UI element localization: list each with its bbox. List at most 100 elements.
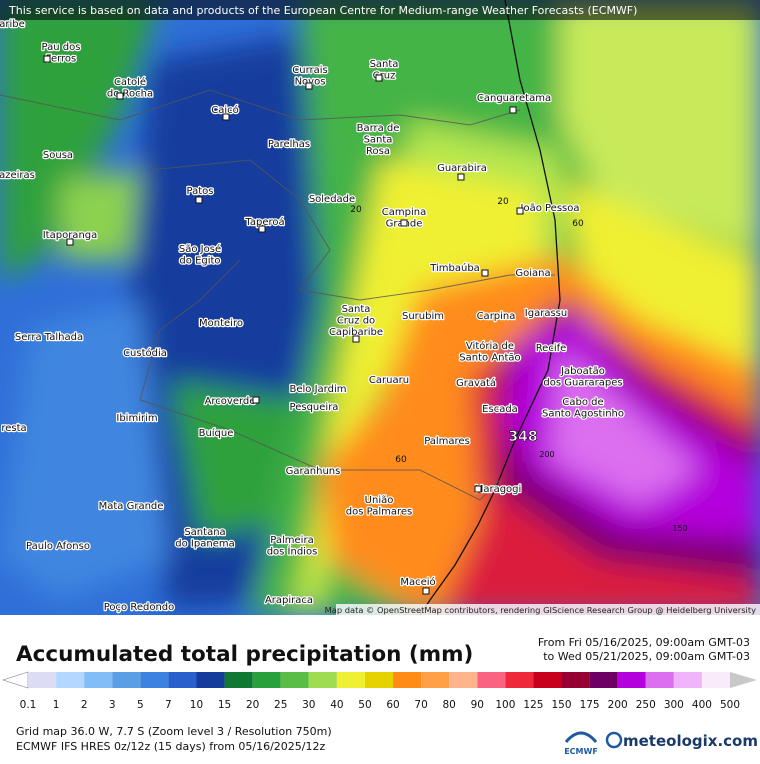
footer-line: Grid map 36.0 W, 7.7 S (Zoom level 3 / R… — [16, 725, 332, 738]
colorbar-arrow-left — [2, 671, 29, 689]
place-label: João Pessoa — [520, 203, 580, 214]
place-label: Ibimirim — [116, 413, 157, 424]
colorbar-box — [56, 672, 85, 688]
contour-label: 60 — [572, 219, 584, 229]
colorbar-label: 250 — [636, 699, 656, 711]
place-label: Mata Grande — [99, 501, 164, 512]
place-label: Serra Talhada — [15, 332, 83, 343]
place-label: Jaboatão — [560, 366, 605, 377]
colorbar-box — [308, 672, 337, 688]
colorbar-box — [589, 672, 618, 688]
place-marker — [481, 269, 489, 277]
colorbar-box — [224, 672, 253, 688]
place-marker — [305, 82, 313, 90]
colorbar-box — [280, 672, 309, 688]
place-label: Cruz do — [337, 316, 375, 327]
place-marker — [43, 55, 51, 63]
legend-title: Accumulated total precipitation (mm) — [16, 642, 473, 667]
place-label: Garanhuns — [286, 466, 341, 477]
place-label: Poço Redondo — [104, 602, 175, 613]
footer-line: ECMWF IFS HRES 0z/12z (15 days) from 05/… — [16, 740, 326, 753]
map-attribution: Map data © OpenStreetMap contributors, r… — [325, 605, 757, 615]
ecmwf-logo-text: ECMWF — [564, 747, 598, 756]
colorbar-label: 150 — [551, 699, 571, 711]
colorbar-box — [393, 672, 422, 688]
brand[interactable]: meteologix.com — [623, 732, 758, 750]
colorbar-box — [28, 672, 57, 688]
place-label: aribe — [0, 19, 25, 30]
colorbar-box — [252, 672, 281, 688]
place-label: Itaporanga — [43, 230, 98, 241]
place-label: Custódia — [123, 347, 167, 359]
colorbar-label: 1 — [53, 699, 60, 711]
colorbar-label: 100 — [495, 699, 515, 711]
place-label: Recife — [536, 343, 567, 354]
colorbar-label: 40 — [330, 699, 343, 711]
place-label: Caicó — [211, 104, 239, 116]
place-label: dos Guararapes — [543, 378, 622, 389]
colorbar-label: 300 — [664, 699, 684, 711]
place-label: Santa — [342, 304, 371, 315]
place-label: do Rocha — [107, 89, 153, 100]
colorbar-label: 400 — [692, 699, 712, 711]
place-label: Caruaru — [369, 375, 409, 386]
colorbar-box — [673, 672, 702, 688]
colorbar-box — [701, 672, 730, 688]
place-label: Palmares — [424, 436, 470, 447]
place-label: Paulo Afonso — [26, 541, 90, 552]
colorbar-box — [505, 672, 534, 688]
place-marker — [116, 92, 124, 100]
place-label: Santa — [370, 59, 399, 70]
colorbar-box — [336, 672, 365, 688]
place-label: Sousa — [43, 150, 73, 161]
place-label: resta — [1, 423, 26, 434]
colorbar-label: 10 — [190, 699, 203, 711]
place-label: Carpina — [477, 311, 516, 322]
place-label: Guarabira — [437, 163, 487, 174]
period-end: to Wed 05/21/2025, 09:00am GMT-03 — [543, 650, 750, 663]
place-label: Maragogi — [475, 484, 522, 495]
colorbar-box — [140, 672, 169, 688]
colorbar-label: 175 — [580, 699, 600, 711]
place-label: Surubim — [402, 311, 444, 322]
place-label: Belo Jardim — [290, 384, 347, 395]
contour-label: 20 — [497, 197, 509, 207]
place-label: do Ipanema — [175, 539, 234, 550]
colorbar-box — [421, 672, 450, 688]
colorbar-box — [364, 672, 394, 688]
colorbar-label: 5 — [137, 699, 144, 711]
colorbar-label: 20 — [246, 699, 259, 711]
place-label: Arapiraca — [265, 595, 313, 606]
place-label: Monteiro — [199, 318, 243, 329]
place-marker — [352, 335, 360, 343]
place-marker — [509, 106, 517, 114]
place-label: Novos — [295, 77, 326, 88]
place-label: Maceió — [400, 576, 435, 588]
place-marker — [516, 207, 524, 215]
colorbar-box — [112, 672, 141, 688]
place-marker — [457, 173, 465, 181]
colorbar-label: 3 — [109, 699, 116, 711]
colorbar-label: 30 — [302, 699, 315, 711]
place-label: Santo Agostinho — [542, 409, 624, 420]
place-label: Santa — [364, 135, 393, 146]
place-label: dos Palmares — [346, 507, 412, 518]
place-label: Capibaribe — [329, 327, 383, 338]
place-marker — [222, 113, 230, 121]
colorbar-box — [84, 672, 113, 688]
place-label: Catolé — [114, 76, 146, 88]
ecmwf-logo: ECMWF — [564, 731, 598, 756]
colorbar-box — [449, 672, 478, 688]
colorbar-label: 60 — [386, 699, 399, 711]
place-label: União — [365, 495, 394, 506]
colorbar-label: 7 — [165, 699, 172, 711]
place-label: Igarassu — [525, 308, 567, 319]
colorbar-label: 500 — [720, 699, 740, 711]
place-label: Patos — [187, 186, 214, 197]
place-label: Escada — [482, 404, 518, 415]
map: This service is based on data and produc… — [0, 0, 760, 615]
place-label: Rosa — [366, 146, 390, 157]
place-marker — [474, 485, 482, 493]
place-label: Arcoverde — [205, 396, 256, 407]
